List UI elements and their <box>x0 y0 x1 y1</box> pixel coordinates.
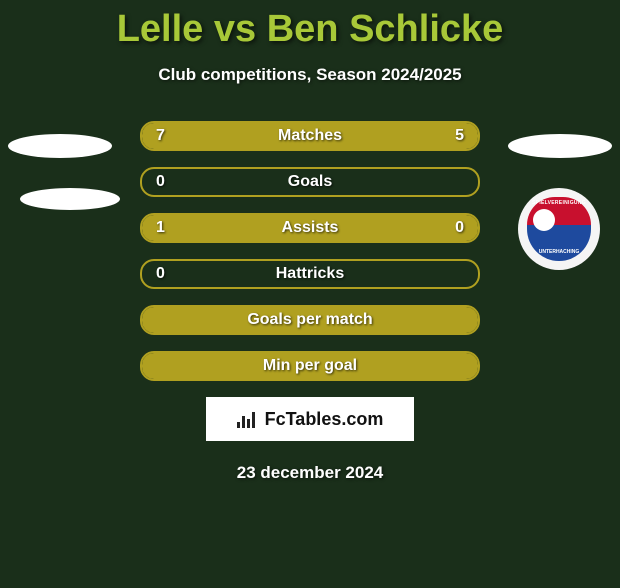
subtitle: Club competitions, Season 2024/2025 <box>0 65 620 85</box>
bars-icon <box>237 410 259 428</box>
stat-row: Goals per match <box>140 305 480 335</box>
stat-label: Goals per match <box>142 307 478 333</box>
stat-row: 75Matches <box>140 121 480 151</box>
stat-label: Matches <box>142 123 478 149</box>
stat-row: Min per goal <box>140 351 480 381</box>
footer-brand-text: FcTables.com <box>265 409 384 430</box>
stat-row: 0Goals <box>140 167 480 197</box>
player1-name: Lelle <box>117 8 204 50</box>
stat-label: Hattricks <box>142 261 478 287</box>
stats-container: 75Matches 0Goals 10Assists 0Hattricks Goals … <box>0 121 620 381</box>
stat-row: 10Assists <box>140 213 480 243</box>
comparison-title: Lelle vs Ben Schlicke <box>0 8 620 51</box>
footer-brand-box: FcTables.com <box>206 397 414 441</box>
stat-row: 0Hattricks <box>140 259 480 289</box>
stat-label: Goals <box>142 169 478 195</box>
date-text: 23 december 2024 <box>0 463 620 483</box>
vs-text: vs <box>214 8 256 50</box>
stat-label: Min per goal <box>142 353 478 379</box>
stat-label: Assists <box>142 215 478 241</box>
player2-name: Ben Schlicke <box>267 8 504 50</box>
